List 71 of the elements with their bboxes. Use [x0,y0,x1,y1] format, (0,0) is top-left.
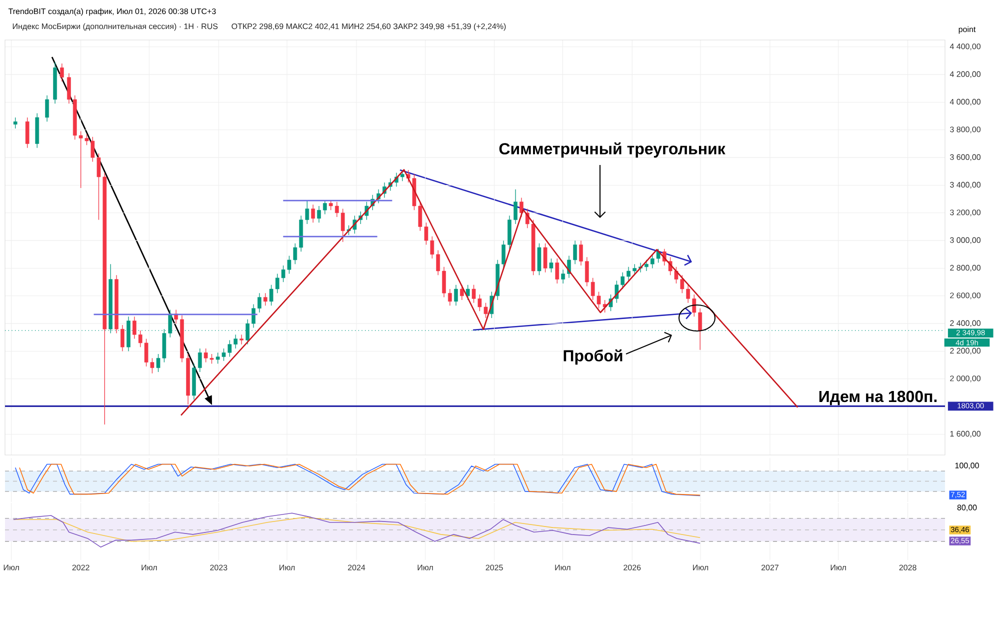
x-tick-label: 2022 [72,564,90,570]
x-tick-label: 2024 [348,564,366,570]
x-tick-label: Июл [4,564,19,570]
y-tick-label: 2 800,00 [950,264,981,272]
candlestick [502,240,506,269]
y-tick-label: 3 400,00 [950,182,981,189]
y-tick-label: 3 800,00 [950,126,981,134]
candlestick [579,240,583,266]
candlestick [561,269,565,284]
candlestick [60,63,64,82]
y-tick-label: 3 600,00 [950,154,981,161]
y-tick-label: 2 000,00 [950,376,981,382]
candlestick [537,243,542,276]
x-tick-label: Июл [555,564,570,570]
x-tick-label: Июл [142,564,157,570]
candlestick [442,266,446,298]
x-tick-label: Июл [418,564,433,570]
candlestick [25,117,30,148]
candlestick [263,292,268,306]
candlestick [198,348,202,372]
x-tick-label: 2023 [210,564,228,570]
y-tick-label: 4 400,00 [950,44,981,50]
candlestick [67,72,71,104]
candlestick [520,197,524,218]
x-tick-label: Июл [830,564,846,570]
y-tick-label: 2 600,00 [950,292,981,300]
candlestick [549,258,554,273]
text: TrendoBIT создал(а) график, Июл 01, 2026 00:38 UTC+3 [8,8,216,16]
candlestick [436,250,440,276]
y-tick-label: 3 200,00 [950,210,981,216]
x-tick-label: 2025 [486,564,503,570]
candlestick [252,304,256,328]
x-tick-label: 2027 [761,564,778,570]
candlestick [13,117,18,129]
candlestick [626,266,630,282]
candlestick [45,94,49,122]
candlestick [454,284,458,306]
candlestick [514,189,518,224]
y-tick-label: 3 000,00 [950,237,981,244]
annotation: Симметричный треугольник [499,142,726,158]
y-tick-label: 4 000,00 [950,98,981,106]
candlestick [555,258,560,284]
candlestick [305,200,310,224]
candlestick [400,170,404,182]
candlestick [322,200,327,215]
y-tick-label: 4 200,00 [950,71,981,78]
x-tick-label: Июл [693,564,708,570]
y-tick-label: 2 200,00 [950,348,981,355]
text: 100,00 [955,462,979,470]
candlestick [258,292,262,313]
candlestick [311,204,315,223]
text: 80,00 [957,504,977,512]
candlestick [317,206,321,223]
candlestick [466,284,470,300]
x-tick-label: Июл [280,564,295,570]
candlestick [543,243,548,273]
y-tick-label: 1 600,00 [950,430,981,438]
candlestick [240,334,244,345]
candlestick [644,260,648,272]
line-series [180,169,798,416]
chart-title: Индекс МосБиржи (дополнительная сессия) · 1H · RUS [12,23,218,31]
x-tick-label: 2028 [899,564,916,570]
candlestick [573,240,577,264]
y-axis-title: point [958,26,976,34]
annotation: Идем на 1800п. [819,390,937,406]
candlestick [120,324,124,352]
annotation: Пробой [564,349,622,365]
y-tick-label: 2 400,00 [950,320,981,327]
chart-subtitle: ОТКР2 298,69 МАКС2 402,41 МИН2 254,60 ЗАКР2 349,98 +51,39 (+2,24%) [232,23,506,31]
candlestick [448,288,452,306]
x-tick-label: 2026 [624,564,641,570]
